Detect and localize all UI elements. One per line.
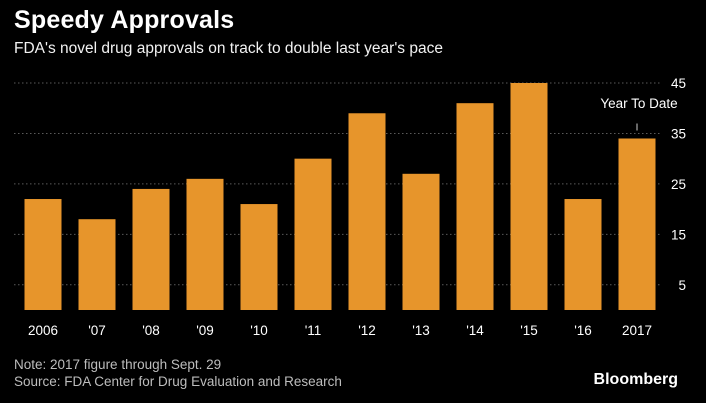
x-tick-label: '13	[412, 323, 430, 338]
y-tick-label: 15	[671, 227, 686, 242]
y-tick-label: 25	[671, 177, 686, 192]
chart-subtitle: FDA's novel drug approvals on track to d…	[14, 40, 443, 57]
x-tick-label: '10	[250, 323, 268, 338]
bar	[24, 199, 62, 310]
bar	[240, 204, 278, 310]
bar	[564, 199, 602, 310]
x-tick-label: '08	[142, 323, 160, 338]
bar	[510, 83, 548, 310]
x-tick-labels: 2006 '07 '08 '09 '10 '11 '12 '13 '14 '15 '16 2017	[28, 323, 652, 338]
footnote: Note: 2017 figure through Sept. 29 Sourc…	[14, 356, 342, 390]
annotations: Year To Date	[600, 96, 678, 131]
bar	[348, 113, 386, 311]
x-tick-label: '16	[574, 323, 592, 338]
bar	[402, 173, 440, 310]
grid-lines	[14, 82, 662, 286]
y-tick-label: 35	[671, 126, 686, 141]
bar	[294, 158, 332, 310]
bar	[78, 219, 116, 310]
note-text: Note: 2017 figure through Sept. 29	[14, 357, 222, 372]
x-tick-label: 2017	[622, 323, 652, 338]
x-tick-label: 2006	[28, 323, 58, 338]
y-tick-labels: 5 15 25 35 45	[671, 76, 686, 293]
x-tick-label: '15	[520, 323, 538, 338]
bar	[456, 103, 494, 310]
x-tick-label: '09	[196, 323, 214, 338]
bar	[186, 178, 224, 310]
y-tick-label: 45	[671, 76, 686, 91]
chart-title: Speedy Approvals	[14, 6, 235, 34]
x-tick-label: '07	[88, 323, 106, 338]
source-text: Source: FDA Center for Drug Evaluation a…	[14, 374, 342, 389]
x-tick-label: '12	[358, 323, 376, 338]
x-tick-label: '11	[305, 323, 322, 338]
bars	[24, 83, 656, 311]
y-tick-label: 5	[678, 278, 686, 293]
x-tick-label: '14	[466, 323, 484, 338]
bar	[618, 138, 656, 310]
annotation-label: Year To Date	[600, 96, 677, 111]
bar	[132, 188, 170, 310]
bloomberg-logo: Bloomberg	[593, 371, 678, 388]
